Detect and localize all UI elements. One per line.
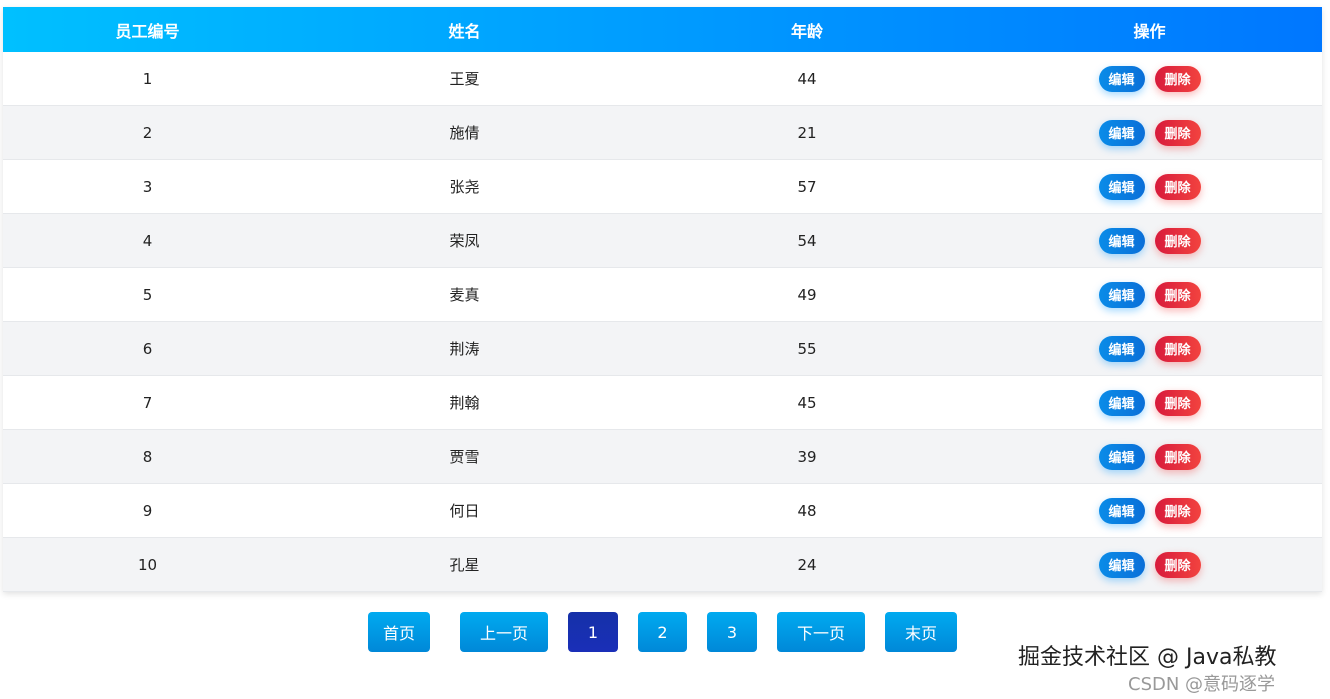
cell-age: 54 [797, 231, 817, 250]
delete-button[interactable]: 删除 [1154, 173, 1201, 200]
cell-name: 张尧 [449, 178, 480, 196]
header-id: 员工编号 [115, 21, 180, 41]
cell-name: 施倩 [449, 124, 480, 142]
cell-actions: 编辑 删除 [977, 389, 1322, 416]
cell-id: 9 [142, 501, 153, 520]
cell-id: 6 [142, 339, 153, 358]
edit-button[interactable]: 编辑 [1098, 551, 1145, 578]
cell-name: 贾雪 [449, 448, 480, 466]
table-row: 6 荆涛 55 编辑 删除 [3, 322, 1322, 376]
header-name: 姓名 [448, 21, 481, 41]
cell-name: 何日 [449, 502, 480, 520]
cell-id: 5 [142, 285, 153, 304]
cell-id: 2 [142, 123, 153, 142]
delete-button[interactable]: 删除 [1154, 551, 1201, 578]
last-page-button[interactable]: 末页 [885, 612, 957, 652]
table-row: 4 荣凤 54 编辑 删除 [3, 214, 1322, 268]
cell-id: 3 [142, 177, 153, 196]
cell-actions: 编辑 删除 [977, 497, 1322, 524]
prev-page-button[interactable]: 上一页 [460, 612, 548, 652]
edit-button[interactable]: 编辑 [1098, 227, 1145, 254]
delete-button[interactable]: 删除 [1154, 443, 1201, 470]
cell-age: 57 [797, 177, 817, 196]
table-row: 2 施倩 21 编辑 删除 [3, 106, 1322, 160]
edit-button[interactable]: 编辑 [1098, 389, 1145, 416]
edit-button[interactable]: 编辑 [1098, 281, 1145, 308]
cell-name: 荆翰 [449, 394, 480, 412]
cell-age: 24 [797, 555, 817, 574]
table-row: 1 王夏 44 编辑 删除 [3, 52, 1322, 106]
edit-button[interactable]: 编辑 [1098, 173, 1145, 200]
cell-age: 48 [797, 501, 817, 520]
edit-button[interactable]: 编辑 [1098, 65, 1145, 92]
delete-button[interactable]: 删除 [1154, 389, 1201, 416]
cell-name: 荣凤 [449, 232, 480, 250]
cell-name: 麦真 [449, 286, 480, 304]
cell-actions: 编辑 删除 [977, 227, 1322, 254]
watermark-juejin: 掘金技术社区 @ Java私教 [1018, 645, 1277, 670]
cell-id: 8 [142, 447, 153, 466]
edit-button[interactable]: 编辑 [1098, 443, 1145, 470]
cell-name: 孔星 [449, 556, 480, 574]
cell-age: 45 [797, 393, 817, 412]
table-row: 5 麦真 49 编辑 删除 [3, 268, 1322, 322]
cell-actions: 编辑 删除 [977, 119, 1322, 146]
delete-button[interactable]: 删除 [1154, 65, 1201, 92]
cell-age: 49 [797, 285, 817, 304]
delete-button[interactable]: 删除 [1154, 497, 1201, 524]
table-row: 7 荆翰 45 编辑 删除 [3, 376, 1322, 430]
cell-actions: 编辑 删除 [977, 551, 1322, 578]
cell-id: 1 [142, 69, 153, 88]
cell-age: 55 [797, 339, 817, 358]
edit-button[interactable]: 编辑 [1098, 119, 1145, 146]
cell-name: 王夏 [449, 70, 480, 88]
first-page-button[interactable]: 首页 [368, 612, 430, 652]
table-row: 8 贾雪 39 编辑 删除 [3, 430, 1322, 484]
delete-button[interactable]: 删除 [1154, 119, 1201, 146]
page-1-button[interactable]: 1 [568, 612, 618, 652]
page-3-button[interactable]: 3 [707, 612, 757, 652]
employee-table: 员工编号 姓名 年龄 操作 1 王夏 44 编辑 删除 2 施倩 21 编辑 删… [3, 7, 1322, 592]
cell-id: 10 [137, 555, 158, 574]
header-actions: 操作 [1133, 21, 1166, 41]
cell-actions: 编辑 删除 [977, 281, 1322, 308]
cell-actions: 编辑 删除 [977, 65, 1322, 92]
cell-actions: 编辑 删除 [977, 173, 1322, 200]
delete-button[interactable]: 删除 [1154, 227, 1201, 254]
cell-age: 44 [797, 69, 817, 88]
next-page-button[interactable]: 下一页 [777, 612, 865, 652]
delete-button[interactable]: 删除 [1154, 281, 1201, 308]
cell-id: 7 [142, 393, 153, 412]
edit-button[interactable]: 编辑 [1098, 497, 1145, 524]
cell-age: 39 [797, 447, 817, 466]
table-row: 9 何日 48 编辑 删除 [3, 484, 1322, 538]
cell-age: 21 [797, 123, 817, 142]
table-header: 员工编号 姓名 年龄 操作 [3, 7, 1322, 52]
table-row: 10 孔星 24 编辑 删除 [3, 538, 1322, 592]
delete-button[interactable]: 删除 [1154, 335, 1201, 362]
cell-id: 4 [142, 231, 153, 250]
cell-actions: 编辑 删除 [977, 335, 1322, 362]
table-row: 3 张尧 57 编辑 删除 [3, 160, 1322, 214]
page-2-button[interactable]: 2 [638, 612, 687, 652]
cell-actions: 编辑 删除 [977, 443, 1322, 470]
cell-name: 荆涛 [449, 340, 480, 358]
watermark-csdn: CSDN @意码逐学 [1128, 674, 1276, 695]
edit-button[interactable]: 编辑 [1098, 335, 1145, 362]
header-age: 年龄 [790, 21, 823, 41]
